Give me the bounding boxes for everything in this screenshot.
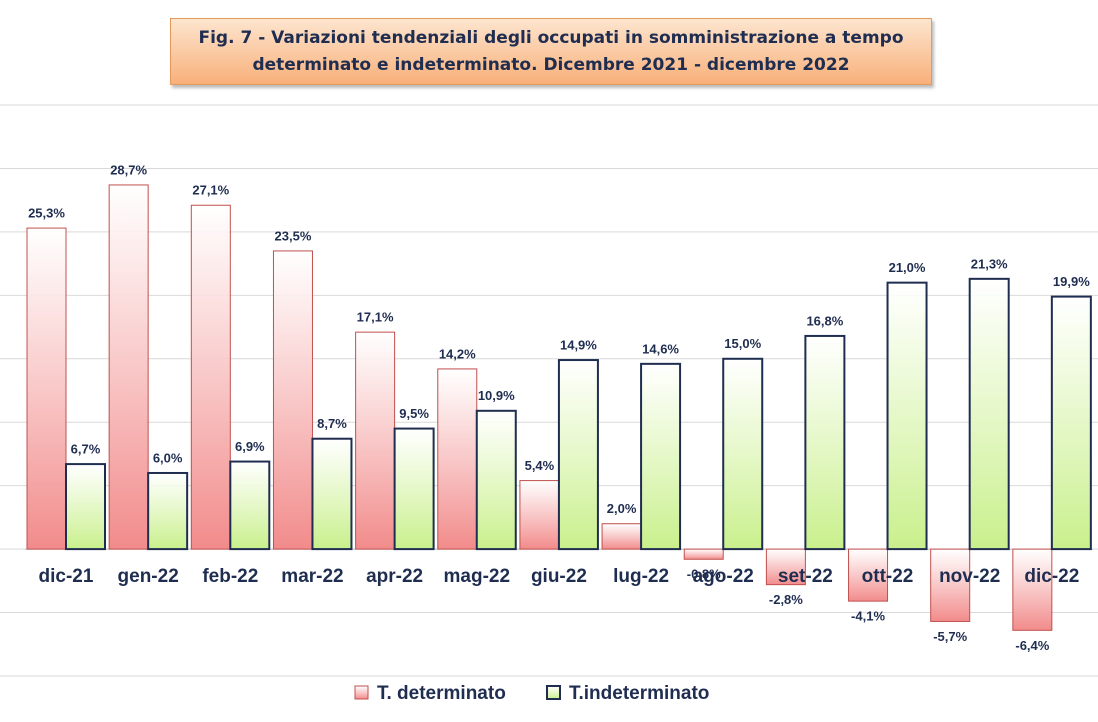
value-label: 15,0% [724, 336, 761, 351]
x-tick-label: dic-22 [1024, 566, 1079, 587]
x-tick-label: feb-22 [202, 566, 258, 587]
bar [968, 277, 1010, 551]
bar [229, 460, 271, 551]
bar [65, 463, 106, 551]
bar [147, 471, 189, 551]
x-tick-label: ago-22 [693, 566, 754, 587]
legend-label: T.indeterminato [569, 683, 709, 704]
value-label: 14,2% [439, 346, 476, 361]
chart-title: Fig. 7 - Variazioni tendenziali degli oc… [170, 18, 932, 85]
value-label: 14,9% [560, 337, 597, 352]
value-label: 21,3% [971, 256, 1008, 271]
bar [683, 548, 724, 560]
bar [311, 437, 353, 551]
bar [557, 359, 599, 551]
bar [393, 427, 435, 551]
bar [437, 368, 478, 550]
x-tick-label: set-22 [778, 566, 833, 587]
value-label: -5,7% [933, 629, 967, 644]
value-label: 6,0% [153, 450, 183, 465]
value-label: 6,9% [235, 439, 265, 454]
x-tick-label: mar-22 [281, 566, 343, 587]
value-label: -4,1% [851, 609, 885, 624]
value-label: 10,9% [478, 388, 515, 403]
x-tick-label: ott-22 [862, 566, 914, 587]
x-tick-label: nov-22 [939, 566, 1000, 587]
value-label: 19,9% [1053, 274, 1090, 289]
x-tick-label: apr-22 [366, 566, 423, 587]
x-tick-label: mag-22 [444, 566, 511, 587]
value-label: -2,8% [769, 592, 803, 607]
x-tick-label: giu-22 [531, 566, 587, 587]
bar [1050, 295, 1092, 551]
bar [804, 334, 846, 551]
bar [475, 409, 517, 551]
x-tick-label: dic-21 [39, 566, 94, 587]
legend-swatch [546, 685, 561, 700]
value-label: 28,7% [110, 162, 147, 177]
bar [26, 227, 67, 550]
value-label: 21,0% [889, 260, 926, 275]
bar [601, 523, 642, 550]
bar [886, 281, 928, 551]
value-label: 16,8% [806, 313, 843, 328]
value-label: 6,7% [71, 442, 101, 457]
bar [848, 548, 889, 602]
value-label: 27,1% [192, 183, 229, 198]
bar [765, 548, 806, 586]
bar [355, 331, 396, 550]
bar [519, 480, 560, 550]
bar [272, 250, 313, 550]
bar [108, 184, 149, 550]
legend-label: T. determinato [377, 683, 506, 704]
bar [1012, 548, 1053, 631]
bar [930, 548, 971, 622]
value-label: 2,0% [607, 501, 637, 516]
legend-swatch [354, 685, 369, 700]
value-label: 5,4% [525, 458, 555, 473]
value-label: 8,7% [317, 416, 347, 431]
x-tick-label: gen-22 [118, 566, 179, 587]
value-label: 14,6% [642, 341, 679, 356]
bar [722, 357, 764, 551]
value-label: 25,3% [28, 206, 65, 221]
value-label: -0,8% [687, 567, 721, 582]
value-label: 9,5% [399, 406, 429, 421]
value-label: -6,4% [1015, 638, 1049, 653]
value-label: 17,1% [357, 310, 394, 325]
bar [190, 204, 231, 550]
x-tick-label: lug-22 [613, 566, 669, 587]
value-label: 23,5% [275, 228, 312, 243]
bar [640, 362, 682, 551]
